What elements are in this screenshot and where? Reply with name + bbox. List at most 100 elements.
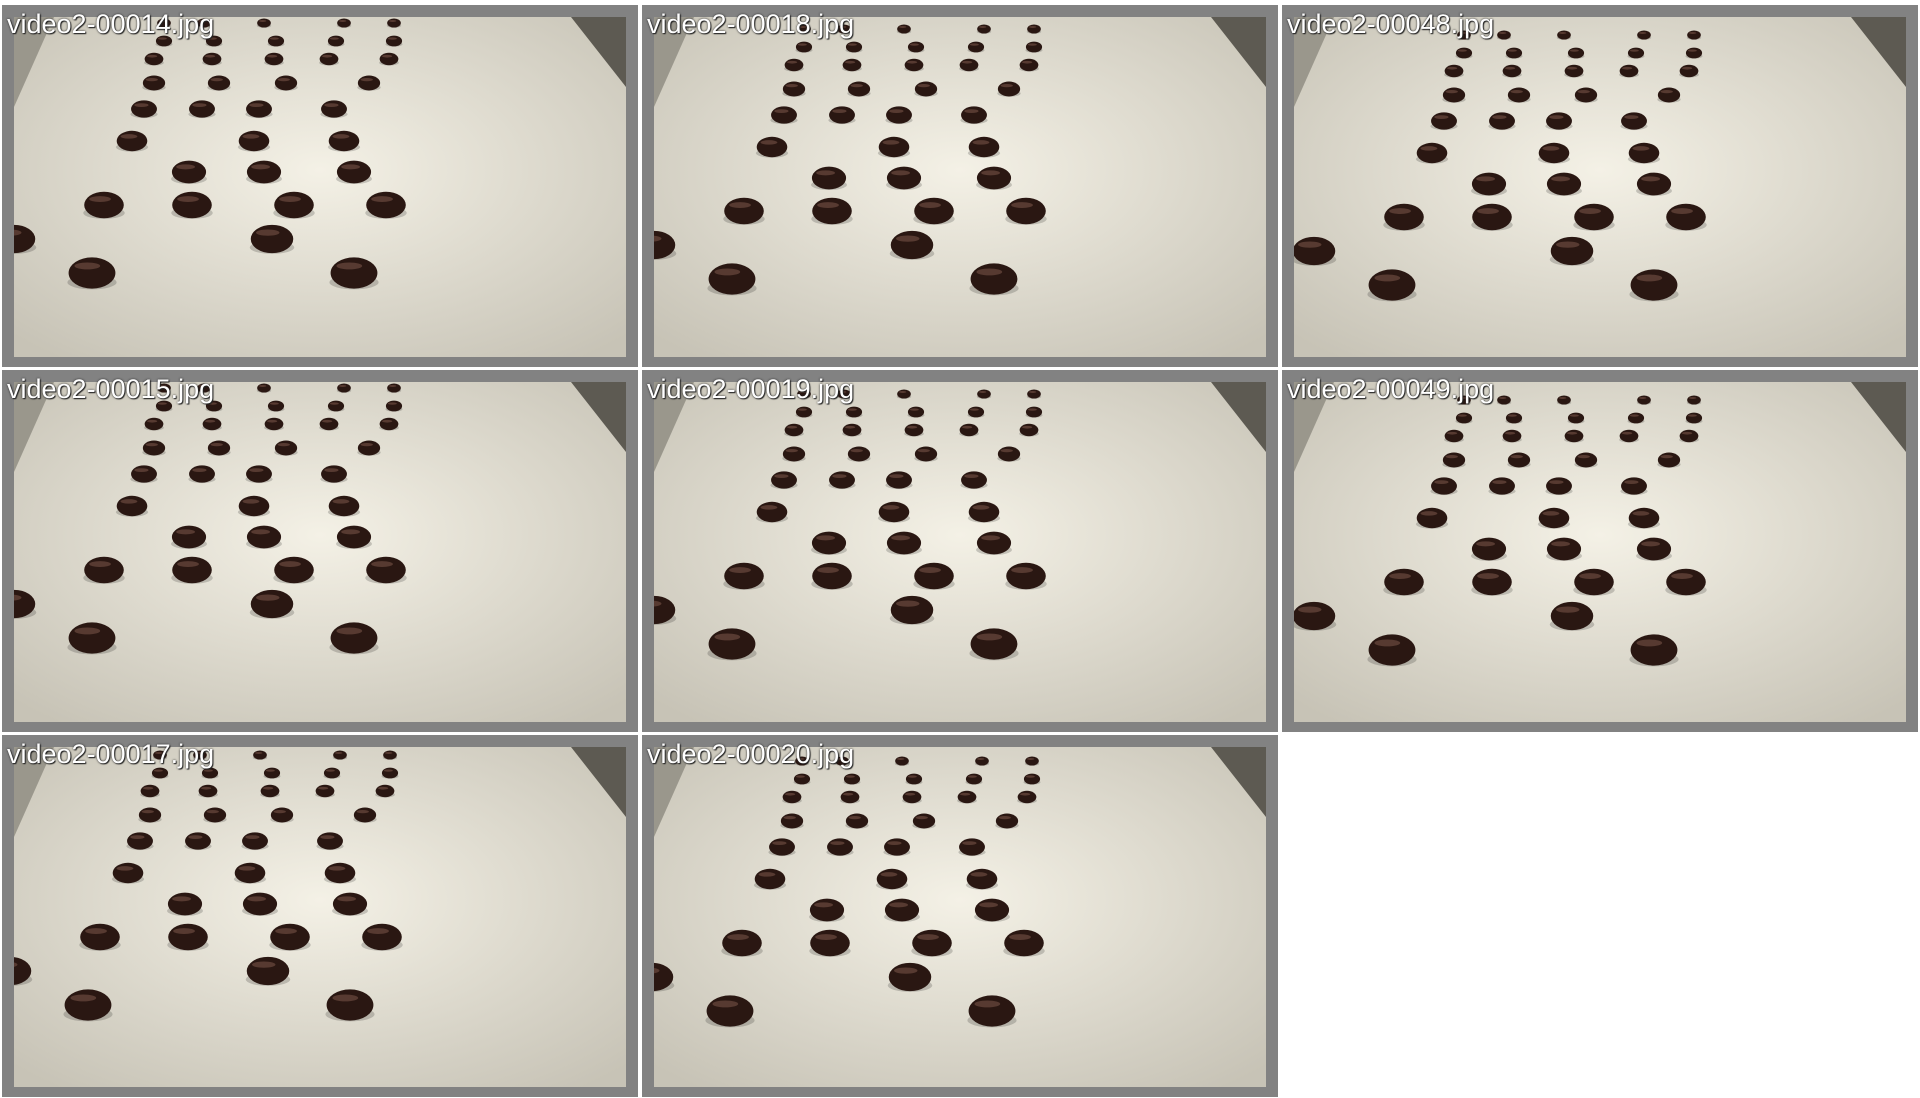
chocolate-candy bbox=[171, 525, 207, 549]
chocolate-candy bbox=[386, 18, 402, 28]
chocolate-candy bbox=[353, 807, 377, 823]
chocolate-candy bbox=[115, 130, 149, 152]
chocolate-candy bbox=[1665, 203, 1707, 231]
chocolate-candy bbox=[654, 595, 677, 625]
chocolate-candy bbox=[847, 446, 871, 462]
belt-background bbox=[1294, 17, 1906, 357]
chocolate-candy bbox=[1620, 112, 1648, 131]
chocolate-candy bbox=[320, 465, 348, 484]
chocolate-candy bbox=[1620, 477, 1648, 496]
chocolate-candy bbox=[140, 784, 160, 798]
thumbnail-tile[interactable]: video2-00020.jpg bbox=[642, 735, 1278, 1097]
chocolate-candy bbox=[1549, 236, 1595, 266]
chocolate-candy bbox=[1679, 429, 1699, 443]
chocolate-candy bbox=[241, 832, 269, 851]
chocolate-candy bbox=[1383, 203, 1425, 231]
chocolate-candy bbox=[385, 400, 403, 412]
chocolate-candy bbox=[1537, 142, 1571, 164]
chocolate-candy bbox=[967, 406, 985, 418]
belt-edge-left bbox=[14, 747, 54, 837]
chocolate-candy bbox=[155, 400, 173, 412]
chocolate-candy bbox=[256, 383, 272, 393]
chocolate-candy bbox=[1456, 395, 1472, 405]
chocolate-candy bbox=[332, 892, 368, 916]
chocolate-candy bbox=[875, 868, 909, 890]
chocolate-candy bbox=[249, 589, 295, 619]
chocolate-candy bbox=[877, 136, 911, 158]
chocolate-candy bbox=[1367, 634, 1417, 667]
belt-background bbox=[14, 747, 626, 1087]
chocolate-candy bbox=[1507, 452, 1531, 468]
thumbnail-tile[interactable]: video2-00017.jpg bbox=[2, 735, 638, 1097]
chocolate-candy bbox=[1574, 452, 1598, 468]
conveyor-photo bbox=[14, 17, 626, 357]
thumbnail-tile[interactable]: video2-00048.jpg bbox=[1282, 5, 1918, 367]
chocolate-candy bbox=[1619, 429, 1639, 443]
chocolate-candy bbox=[847, 81, 871, 97]
chocolate-candy bbox=[705, 995, 755, 1028]
chocolate-candy bbox=[755, 501, 789, 523]
chocolate-candy bbox=[834, 756, 850, 766]
belt-edge-left bbox=[14, 17, 54, 107]
chocolate-candy bbox=[1471, 172, 1507, 196]
chocolate-candy bbox=[782, 446, 806, 462]
chocolate-candy bbox=[385, 35, 403, 47]
thumbnail-image bbox=[1294, 382, 1906, 722]
chocolate-candy bbox=[156, 18, 172, 28]
chocolate-candy bbox=[67, 622, 117, 655]
chocolate-candy bbox=[907, 41, 925, 53]
chocolate-candy bbox=[203, 807, 227, 823]
chocolate-candy bbox=[1556, 30, 1572, 40]
chocolate-candy bbox=[1686, 30, 1702, 40]
chocolate-candy bbox=[1455, 412, 1473, 424]
conveyor-photo bbox=[14, 747, 626, 1087]
belt-edge-right bbox=[571, 382, 626, 452]
chocolate-candy bbox=[252, 750, 268, 760]
chocolate-candy bbox=[836, 24, 852, 34]
chocolate-candy bbox=[1024, 756, 1040, 766]
chocolate-candy bbox=[14, 224, 37, 254]
thumbnail-tile[interactable]: video2-00049.jpg bbox=[1282, 370, 1918, 732]
chocolate-candy bbox=[1444, 64, 1464, 78]
chocolate-candy bbox=[1564, 64, 1584, 78]
thumbnail-tile[interactable]: video2-00018.jpg bbox=[642, 5, 1278, 367]
chocolate-candy bbox=[201, 767, 219, 779]
chocolate-candy bbox=[753, 868, 787, 890]
chocolate-candy bbox=[1629, 269, 1679, 302]
chocolate-candy bbox=[365, 191, 407, 219]
chocolate-candy bbox=[768, 838, 796, 857]
chocolate-candy bbox=[974, 756, 990, 766]
chocolate-candy bbox=[959, 58, 979, 72]
conveyor-photo bbox=[1294, 382, 1906, 722]
chocolate-candy bbox=[1444, 429, 1464, 443]
chocolate-candy bbox=[654, 230, 677, 260]
chocolate-candy bbox=[1502, 429, 1522, 443]
thumbnail-image bbox=[654, 17, 1266, 357]
chocolate-candy bbox=[976, 24, 992, 34]
chocolate-candy bbox=[845, 813, 869, 829]
belt-edge-right bbox=[1211, 17, 1266, 87]
belt-edge-right bbox=[571, 17, 626, 87]
chocolate-candy bbox=[246, 160, 282, 184]
chocolate-candy bbox=[887, 962, 933, 992]
thumbnail-tile[interactable]: video2-00014.jpg bbox=[2, 5, 638, 367]
chocolate-candy bbox=[327, 400, 345, 412]
thumbnail-tile[interactable]: video2-00015.jpg bbox=[2, 370, 638, 732]
chocolate-candy bbox=[242, 892, 278, 916]
chocolate-candy bbox=[889, 595, 935, 625]
chocolate-candy bbox=[1026, 24, 1042, 34]
chocolate-candy bbox=[1026, 389, 1042, 399]
chocolate-candy bbox=[336, 18, 352, 28]
chocolate-candy bbox=[1017, 790, 1037, 804]
chocolate-candy bbox=[1573, 203, 1615, 231]
chocolate-candy bbox=[707, 628, 757, 661]
chocolate-candy bbox=[967, 995, 1017, 1028]
chocolate-candy bbox=[780, 813, 804, 829]
chocolate-candy bbox=[976, 389, 992, 399]
chocolate-candy bbox=[976, 531, 1012, 555]
chocolate-candy bbox=[269, 923, 311, 951]
chocolate-candy bbox=[755, 136, 789, 158]
thumbnail-tile[interactable]: video2-00019.jpg bbox=[642, 370, 1278, 732]
chocolate-candy bbox=[914, 446, 938, 462]
